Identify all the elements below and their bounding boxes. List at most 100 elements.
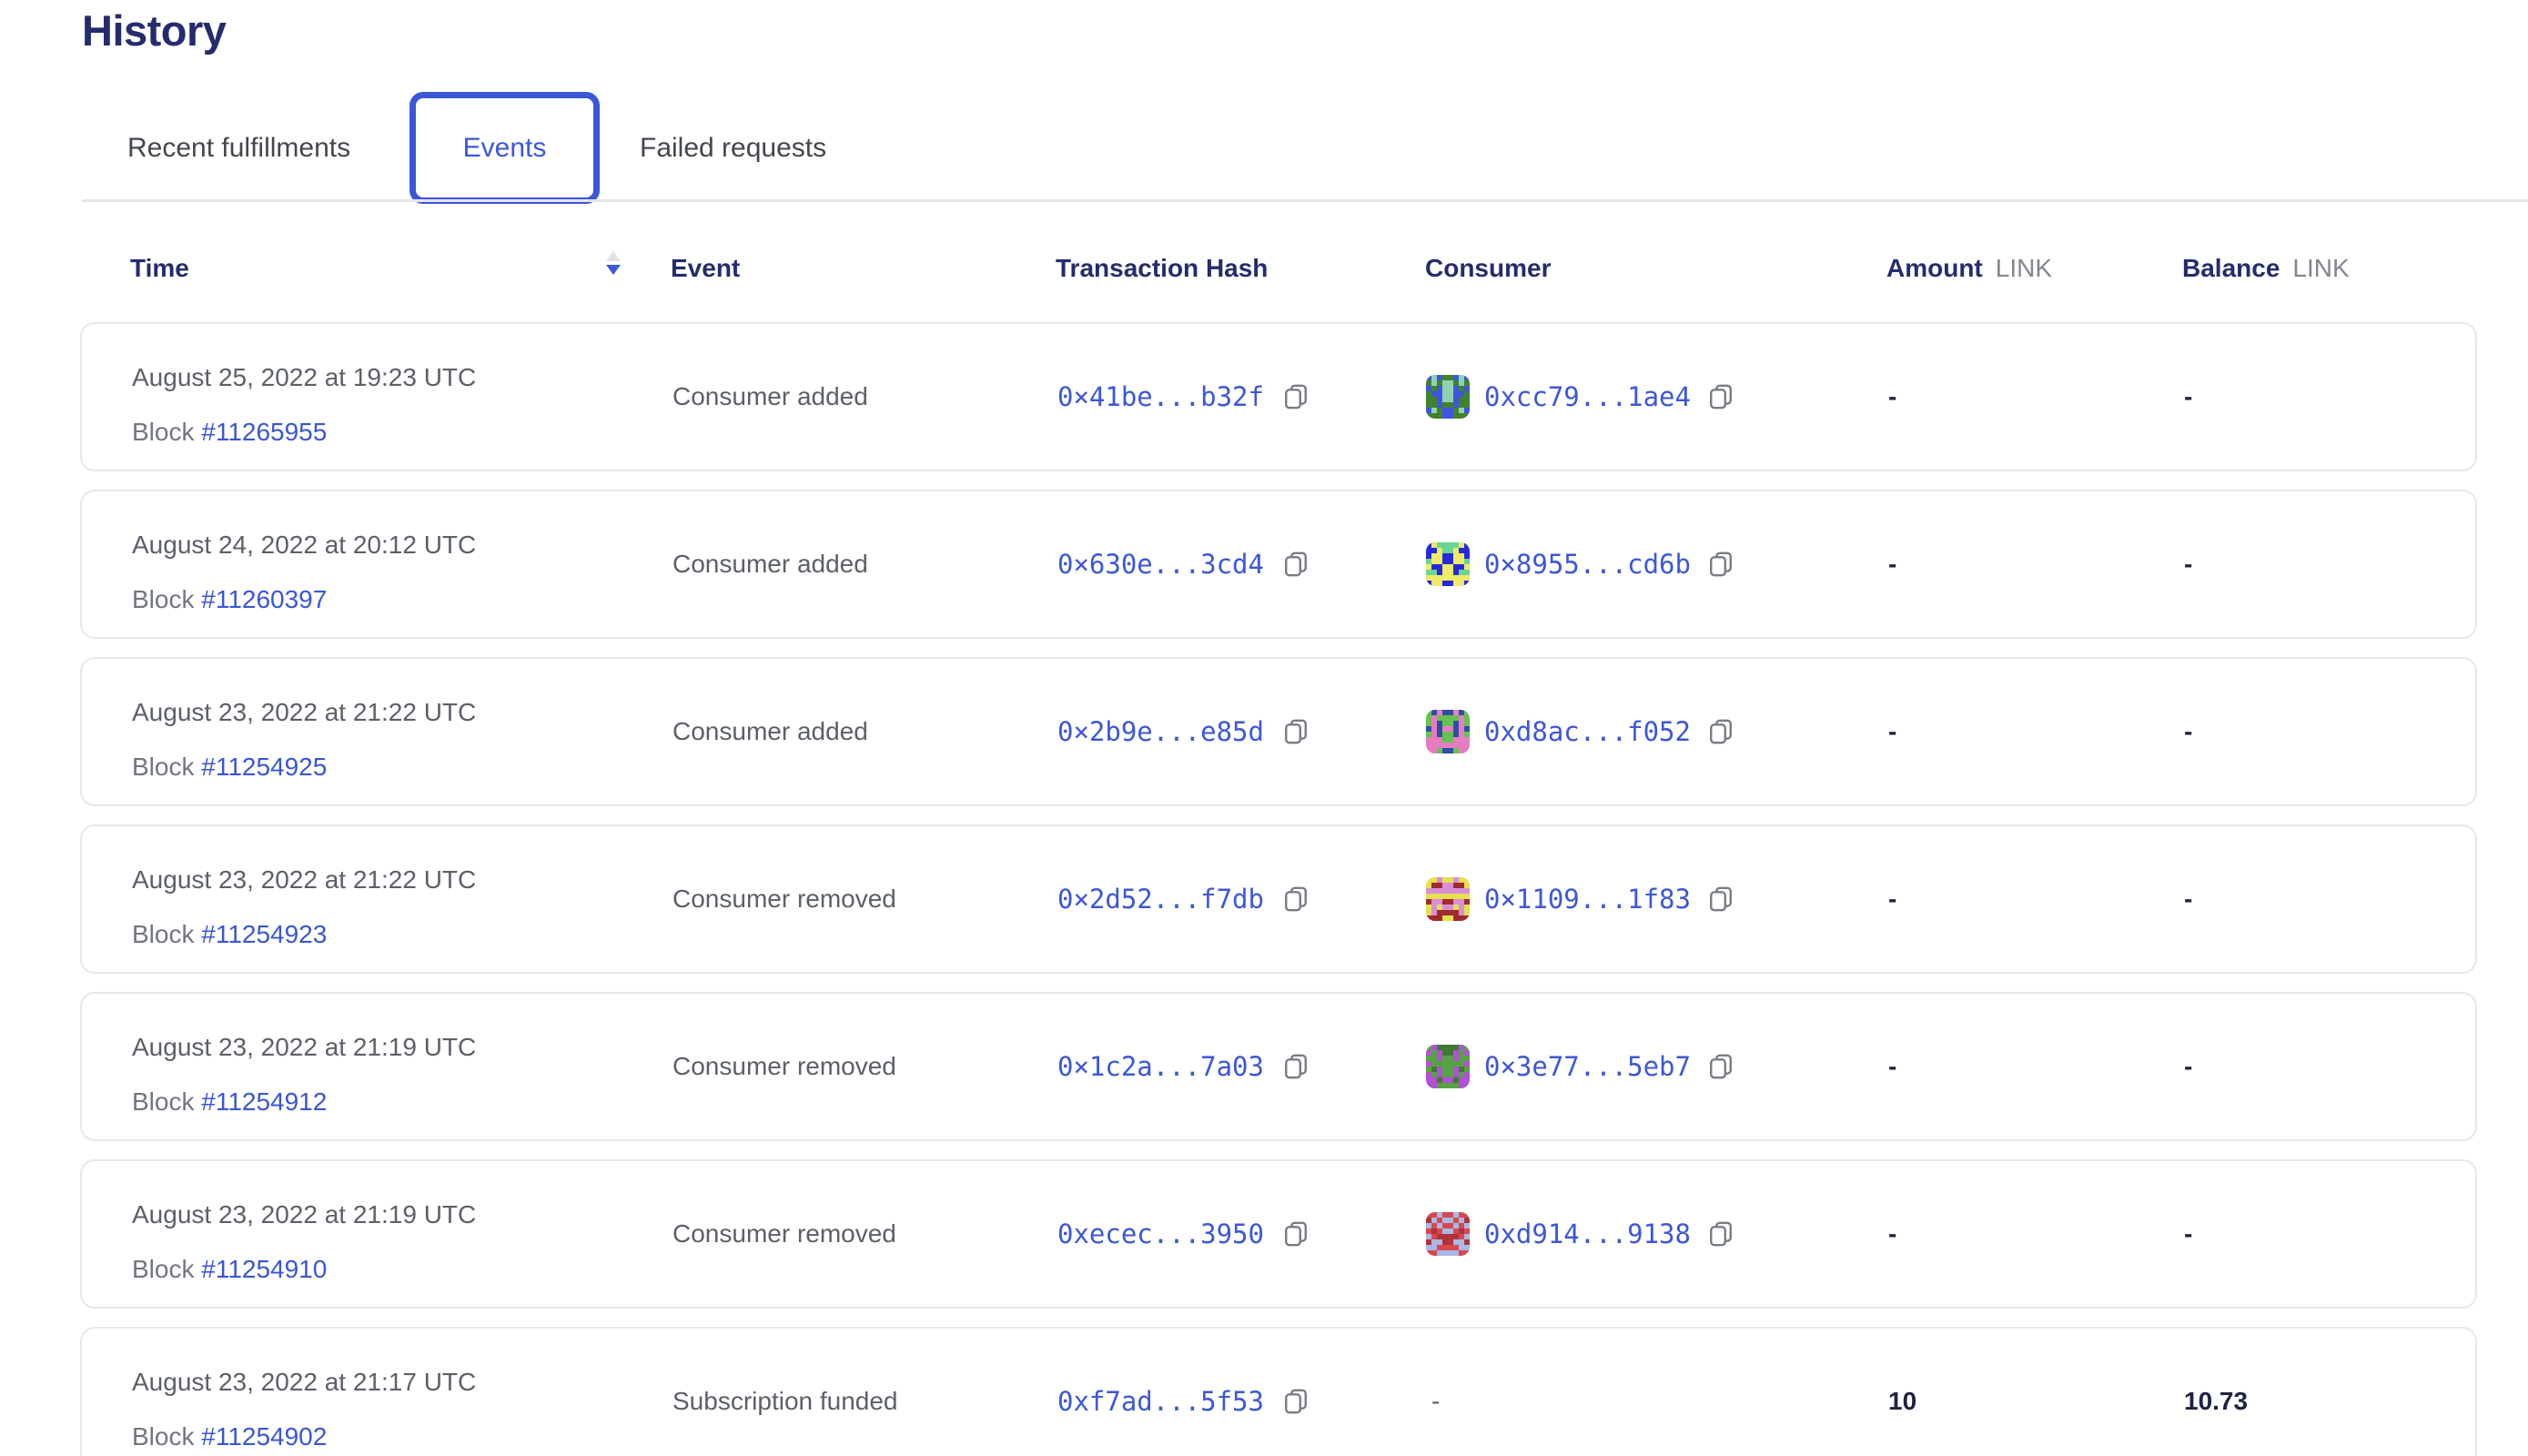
transaction-hash-link[interactable]: 0xecec...3950 <box>1057 1218 1264 1249</box>
transaction-hash-link[interactable]: 0×2b9e...e85d <box>1057 716 1264 747</box>
amount-cell: - <box>1888 550 1897 578</box>
consumer-cell: 0×1109...1f83 <box>1426 877 1736 921</box>
copy-transaction-hash-button[interactable] <box>1280 716 1311 747</box>
consumer-identicon-avatar <box>1426 1212 1470 1256</box>
transaction-hash-link[interactable]: 0×630e...3cd4 <box>1057 549 1264 580</box>
transaction-hash-cell: 0×2b9e...e85d <box>1057 716 1311 747</box>
balance-cell: 10.73 <box>2184 1387 2249 1415</box>
copy-consumer-address-button[interactable] <box>1705 381 1736 412</box>
table-row: August 23, 2022 at 21:17 UTC Block #1125… <box>80 1327 2477 1456</box>
event-cell: Consumer added <box>672 382 868 410</box>
table-row: August 25, 2022 at 19:23 UTC Block #1126… <box>80 322 2477 471</box>
consumer-identicon-avatar <box>1426 877 1470 921</box>
time-cell: August 23, 2022 at 21:19 UTC Block #1125… <box>132 1199 476 1285</box>
sort-up-arrow-icon <box>606 251 621 261</box>
consumer-identicon-avatar <box>1426 375 1470 419</box>
consumer-address-link[interactable]: 0×3e77...5eb7 <box>1484 1051 1691 1082</box>
block-number-link[interactable]: #11254910 <box>201 1255 328 1283</box>
amount-label: Amount <box>1886 254 1983 282</box>
transaction-hash-link[interactable]: 0×1c2a...7a03 <box>1057 1051 1264 1082</box>
consumer-address-link[interactable]: 0×8955...cd6b <box>1484 549 1691 580</box>
sort-down-arrow-icon <box>606 265 621 275</box>
copy-consumer-address-button[interactable] <box>1705 549 1736 580</box>
transaction-hash-cell: 0xf7ad...5f53 <box>1057 1386 1311 1417</box>
row-date: August 23, 2022 at 21:22 UTC <box>132 698 477 726</box>
balance-cell: - <box>2184 1052 2193 1080</box>
copy-transaction-hash-button[interactable] <box>1280 381 1311 412</box>
event-cell: Consumer removed <box>672 1219 896 1248</box>
block-label: Block <box>132 1255 195 1283</box>
tab-failed-requests[interactable]: Failed requests <box>640 133 827 163</box>
amount-cell: 10 <box>1888 1387 1917 1415</box>
transaction-hash-link[interactable]: 0×2d52...f7db <box>1057 884 1264 915</box>
block-label: Block <box>132 753 195 781</box>
event-cell: Subscription funded <box>672 1387 898 1415</box>
time-cell: August 23, 2022 at 21:22 UTC Block #1125… <box>132 864 476 950</box>
time-cell: August 23, 2022 at 21:19 UTC Block #1125… <box>132 1032 476 1117</box>
balance-unit-label: LINK <box>2292 254 2350 282</box>
balance-cell: - <box>2184 885 2193 913</box>
copy-consumer-address-button[interactable] <box>1705 1051 1736 1082</box>
balance-cell: - <box>2184 382 2193 410</box>
sort-descending-icon[interactable] <box>606 251 621 275</box>
column-header-time[interactable]: Time <box>130 254 189 282</box>
consumer-cell: 0xd8ac...f052 <box>1426 710 1736 753</box>
copy-icon <box>1285 551 1307 577</box>
amount-cell: - <box>1888 1219 1897 1248</box>
column-header-balance: Balance LINK <box>2182 254 2350 283</box>
copy-icon <box>1285 384 1307 410</box>
copy-icon <box>1285 1054 1307 1079</box>
copy-consumer-address-button[interactable] <box>1705 716 1736 747</box>
copy-icon <box>1710 1054 1732 1079</box>
row-date: August 24, 2022 at 20:12 UTC <box>132 531 477 559</box>
copy-transaction-hash-button[interactable] <box>1280 549 1311 580</box>
block-number-link[interactable]: #11265955 <box>201 418 328 446</box>
copy-consumer-address-button[interactable] <box>1705 884 1736 915</box>
consumer-address-link[interactable]: 0×1109...1f83 <box>1484 884 1691 915</box>
block-number-link[interactable]: #11254925 <box>201 753 328 781</box>
tab-events[interactable]: Events <box>410 92 600 204</box>
transaction-hash-cell: 0xecec...3950 <box>1057 1218 1311 1249</box>
copy-icon <box>1285 886 1307 912</box>
row-date: August 25, 2022 at 19:23 UTC <box>132 363 477 391</box>
copy-transaction-hash-button[interactable] <box>1280 1218 1311 1249</box>
time-cell: August 23, 2022 at 21:22 UTC Block #1125… <box>132 697 476 783</box>
consumer-address-link[interactable]: 0xd8ac...f052 <box>1484 716 1691 747</box>
table-row: August 23, 2022 at 21:19 UTC Block #1125… <box>80 1159 2477 1309</box>
block-label: Block <box>132 1087 195 1116</box>
block-number-link[interactable]: #11254912 <box>201 1087 328 1116</box>
row-date: August 23, 2022 at 21:17 UTC <box>132 1368 477 1396</box>
event-cell: Consumer added <box>672 550 868 578</box>
table-row: August 23, 2022 at 21:19 UTC Block #1125… <box>80 992 2477 1141</box>
consumer-cell: - <box>1431 1387 1441 1415</box>
consumer-address-link[interactable]: 0xd914...9138 <box>1484 1218 1691 1249</box>
copy-icon <box>1710 719 1732 744</box>
time-cell: August 25, 2022 at 19:23 UTC Block #1126… <box>132 362 476 448</box>
table-row: August 24, 2022 at 20:12 UTC Block #1126… <box>80 490 2477 639</box>
block-number-link[interactable]: #11254923 <box>201 920 328 948</box>
page-title: History <box>82 6 227 55</box>
column-header-consumer: Consumer <box>1425 254 1552 282</box>
amount-cell: - <box>1888 717 1897 745</box>
block-label: Block <box>132 920 195 948</box>
amount-unit-label: LINK <box>1995 254 2053 282</box>
copy-transaction-hash-button[interactable] <box>1280 1051 1311 1082</box>
event-cell: Consumer removed <box>672 1052 896 1080</box>
copy-consumer-address-button[interactable] <box>1705 1218 1736 1249</box>
tabs-divider <box>82 199 2528 202</box>
block-label: Block <box>132 1422 195 1451</box>
copy-transaction-hash-button[interactable] <box>1280 884 1311 915</box>
amount-cell: - <box>1888 885 1897 913</box>
copy-transaction-hash-button[interactable] <box>1280 1386 1311 1417</box>
copy-icon <box>1285 1389 1307 1414</box>
consumer-address-link[interactable]: 0xcc79...1ae4 <box>1484 381 1691 412</box>
balance-cell: - <box>2184 550 2193 578</box>
transaction-hash-link[interactable]: 0×41be...b32f <box>1057 381 1264 412</box>
transaction-hash-link[interactable]: 0xf7ad...5f53 <box>1057 1386 1264 1417</box>
block-number-link[interactable]: #11260397 <box>201 585 328 613</box>
copy-icon <box>1710 886 1732 912</box>
tab-recent-fulfillments[interactable]: Recent fulfillments <box>127 133 351 163</box>
block-number-link[interactable]: #11254902 <box>201 1422 328 1451</box>
tab-events-label: Events <box>462 132 547 163</box>
table-row: August 23, 2022 at 21:22 UTC Block #1125… <box>80 824 2477 974</box>
